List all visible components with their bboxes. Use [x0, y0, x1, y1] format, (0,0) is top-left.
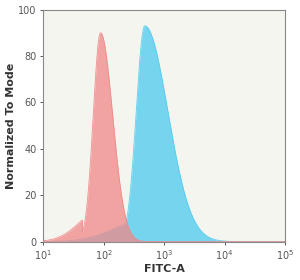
Y-axis label: Normalized To Mode: Normalized To Mode [6, 62, 16, 189]
X-axis label: FITC-A: FITC-A [144, 264, 184, 274]
